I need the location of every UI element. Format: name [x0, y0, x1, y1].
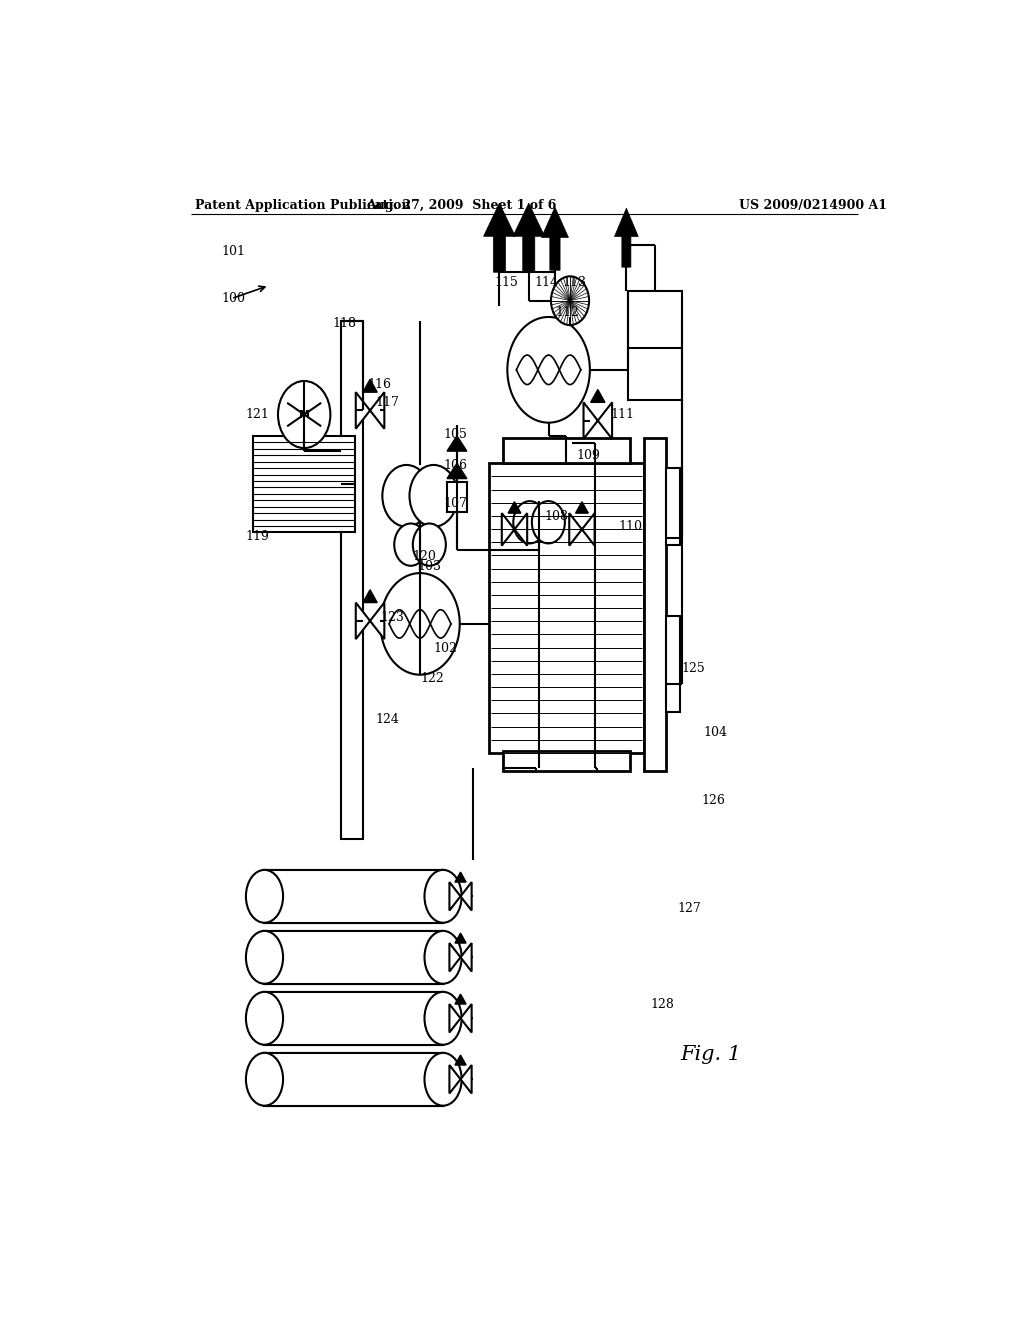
- Text: 117: 117: [376, 396, 399, 409]
- Text: 108: 108: [545, 510, 568, 523]
- Text: 103: 103: [418, 561, 441, 573]
- Circle shape: [413, 524, 445, 566]
- Text: 100: 100: [221, 292, 246, 305]
- Text: 115: 115: [495, 276, 518, 289]
- Polygon shape: [455, 933, 466, 942]
- Ellipse shape: [246, 870, 283, 923]
- Text: 102: 102: [433, 642, 458, 655]
- Ellipse shape: [246, 1053, 283, 1106]
- Polygon shape: [569, 513, 595, 545]
- Polygon shape: [455, 994, 466, 1005]
- Ellipse shape: [425, 991, 462, 1044]
- Text: 128: 128: [650, 998, 674, 1011]
- Bar: [489, 463, 644, 752]
- Ellipse shape: [425, 870, 462, 923]
- Text: 114: 114: [535, 276, 558, 289]
- Text: 126: 126: [701, 795, 725, 808]
- Text: 125: 125: [682, 663, 706, 675]
- Circle shape: [551, 276, 589, 325]
- Text: 118: 118: [333, 317, 356, 330]
- Bar: [264, 1053, 443, 1106]
- Polygon shape: [575, 502, 588, 513]
- Polygon shape: [362, 590, 377, 602]
- Text: US 2009/0214900 A1: US 2009/0214900 A1: [739, 199, 887, 213]
- Text: Patent Application Publication: Patent Application Publication: [196, 199, 411, 213]
- Polygon shape: [450, 1005, 472, 1032]
- Polygon shape: [447, 436, 467, 451]
- Text: 106: 106: [443, 459, 468, 471]
- Text: Aug. 27, 2009  Sheet 1 of 6: Aug. 27, 2009 Sheet 1 of 6: [367, 199, 556, 213]
- Text: 105: 105: [443, 429, 468, 441]
- Ellipse shape: [246, 991, 283, 1044]
- Text: 120: 120: [412, 550, 436, 564]
- Bar: [666, 616, 680, 713]
- Text: 107: 107: [443, 498, 468, 511]
- Polygon shape: [362, 379, 377, 392]
- Bar: [666, 469, 680, 545]
- Circle shape: [382, 465, 431, 527]
- Bar: [264, 931, 443, 983]
- Bar: [253, 436, 355, 532]
- Text: 122: 122: [420, 672, 443, 685]
- Text: 121: 121: [246, 408, 269, 421]
- Text: 110: 110: [618, 520, 642, 533]
- Circle shape: [531, 502, 565, 544]
- Polygon shape: [355, 602, 384, 639]
- Text: 104: 104: [703, 726, 727, 739]
- Polygon shape: [542, 207, 568, 271]
- Circle shape: [394, 524, 427, 566]
- Polygon shape: [584, 403, 612, 440]
- Circle shape: [278, 381, 331, 447]
- Text: 127: 127: [677, 902, 700, 915]
- Polygon shape: [355, 392, 384, 429]
- Ellipse shape: [425, 1053, 462, 1106]
- Text: Fig. 1: Fig. 1: [681, 1045, 741, 1064]
- Circle shape: [507, 317, 590, 422]
- Bar: [504, 751, 630, 771]
- Bar: [264, 991, 443, 1044]
- Text: 119: 119: [246, 531, 269, 543]
- Circle shape: [410, 465, 458, 527]
- Bar: [447, 482, 467, 512]
- Polygon shape: [450, 1065, 472, 1093]
- Polygon shape: [513, 203, 545, 272]
- Polygon shape: [591, 389, 605, 403]
- Polygon shape: [483, 203, 515, 272]
- Text: 112: 112: [555, 306, 579, 319]
- Bar: [504, 438, 630, 463]
- Polygon shape: [614, 209, 638, 267]
- Text: M: M: [299, 409, 309, 420]
- Bar: [264, 870, 443, 923]
- Polygon shape: [508, 502, 521, 513]
- Text: 116: 116: [368, 378, 391, 391]
- Polygon shape: [455, 873, 466, 882]
- Text: 111: 111: [610, 408, 635, 421]
- Polygon shape: [447, 463, 467, 479]
- Text: 123: 123: [380, 611, 404, 624]
- Polygon shape: [455, 1055, 466, 1065]
- Bar: [628, 290, 682, 400]
- Ellipse shape: [246, 931, 283, 983]
- Text: 124: 124: [376, 713, 399, 726]
- Text: 113: 113: [563, 276, 587, 289]
- Polygon shape: [502, 513, 527, 545]
- Circle shape: [513, 502, 547, 544]
- Text: 101: 101: [221, 246, 246, 259]
- Bar: [644, 438, 666, 771]
- Text: 109: 109: [577, 449, 600, 462]
- Polygon shape: [450, 942, 472, 972]
- Ellipse shape: [425, 931, 462, 983]
- Polygon shape: [450, 882, 472, 911]
- Bar: [341, 321, 362, 840]
- Circle shape: [380, 573, 460, 675]
